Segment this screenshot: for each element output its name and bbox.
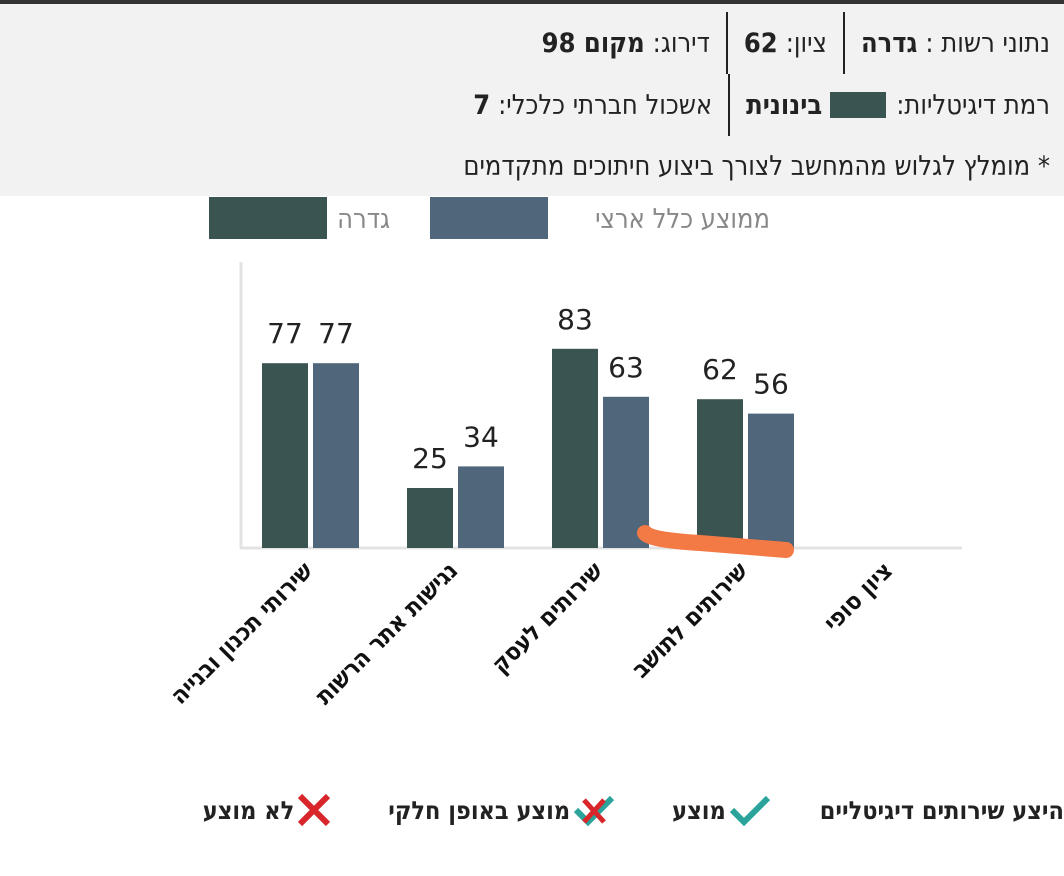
- services-legend-title: היצע שירותים דיגיטליים: [819, 795, 1064, 825]
- authority-cell: נתוני רשות : גדרה: [845, 12, 1050, 74]
- bar: [748, 413, 794, 548]
- digital-level-label: רמת דיגיטליות:: [896, 89, 1050, 121]
- top-bar: [0, 0, 1064, 4]
- x-tick-label: נגישות אתר הרשות: [310, 556, 464, 710]
- data-label: 77: [267, 317, 303, 350]
- divider: [728, 74, 731, 136]
- digital-level-cell: רמת דיגיטליות: בינונית: [730, 74, 1050, 136]
- divider: [725, 12, 728, 74]
- authority-info-panel: נתוני רשות : גדרה ציון: 62 דירוג: מקום 98 ר…: [0, 4, 1064, 196]
- legend-offered: מוצע: [664, 790, 774, 830]
- rank-label: דירוג:: [652, 27, 710, 59]
- annotation-stroke: [637, 525, 794, 558]
- score-cell: ציון: 62: [728, 12, 843, 74]
- authority-label: נתוני רשות :: [925, 27, 1050, 59]
- x-tick-label: שירותי תכנון ובנייה: [165, 556, 319, 710]
- bar: [603, 396, 649, 548]
- score-value: 62: [743, 27, 778, 59]
- cluster-cell: אשכול חברתי כלכלי: 7: [457, 74, 728, 136]
- rank-cell: דירוג: מקום 98: [526, 12, 726, 74]
- partial-check-icon: [573, 795, 615, 827]
- data-label: 83: [557, 303, 593, 336]
- data-label: 34: [463, 420, 499, 453]
- legend-swatch-national: [430, 197, 548, 239]
- bar: [697, 399, 743, 548]
- divider: [842, 12, 845, 74]
- cluster-label: אשכול חברתי כלכלי:: [498, 89, 713, 121]
- data-label: 62: [702, 353, 738, 386]
- data-label: 25: [412, 442, 448, 475]
- bar: [313, 363, 359, 548]
- data-label: 77: [318, 317, 354, 350]
- legend-swatch-authority: [209, 197, 327, 239]
- services-legend: היצע שירותים דיגיטליים מוצע מוצע באופן ח…: [75, 790, 1064, 830]
- x-tick-label: ציון סופי: [818, 556, 898, 636]
- rank-value: מקום 98: [541, 27, 645, 59]
- digital-level-swatch: [830, 92, 887, 118]
- bar: [458, 466, 504, 548]
- legend-label-national: ממוצע כלל ארצי: [595, 204, 770, 235]
- score-label: ציון:: [785, 27, 827, 59]
- check-icon: [729, 795, 770, 827]
- x-tick-label: שירותים לתושב: [626, 556, 753, 683]
- legend-label: מוצע באופן חלקי: [388, 795, 571, 825]
- cross-icon: [298, 793, 331, 827]
- cluster-value: 7: [473, 89, 491, 121]
- digital-level-value: בינונית: [746, 89, 823, 121]
- legend-label: לא מוצע: [202, 795, 295, 825]
- data-label: 56: [753, 368, 789, 401]
- legend-label: מוצע: [672, 795, 726, 825]
- bar: [552, 348, 598, 548]
- legend-partial: מוצע באופן חלקי: [380, 790, 618, 830]
- bar: [262, 363, 308, 548]
- bar: [407, 488, 453, 548]
- authority-name: גדרה: [860, 27, 918, 59]
- legend-label-authority: גדרה: [337, 204, 390, 235]
- data-label: 63: [608, 351, 644, 384]
- x-tick-label: שירותים לעסק: [486, 556, 609, 679]
- legend-not-offered: לא מוצע: [195, 790, 334, 830]
- note-text: * מומלץ לגלוש מהמחשב לצורך ביצוע חיתוכים…: [463, 150, 1050, 182]
